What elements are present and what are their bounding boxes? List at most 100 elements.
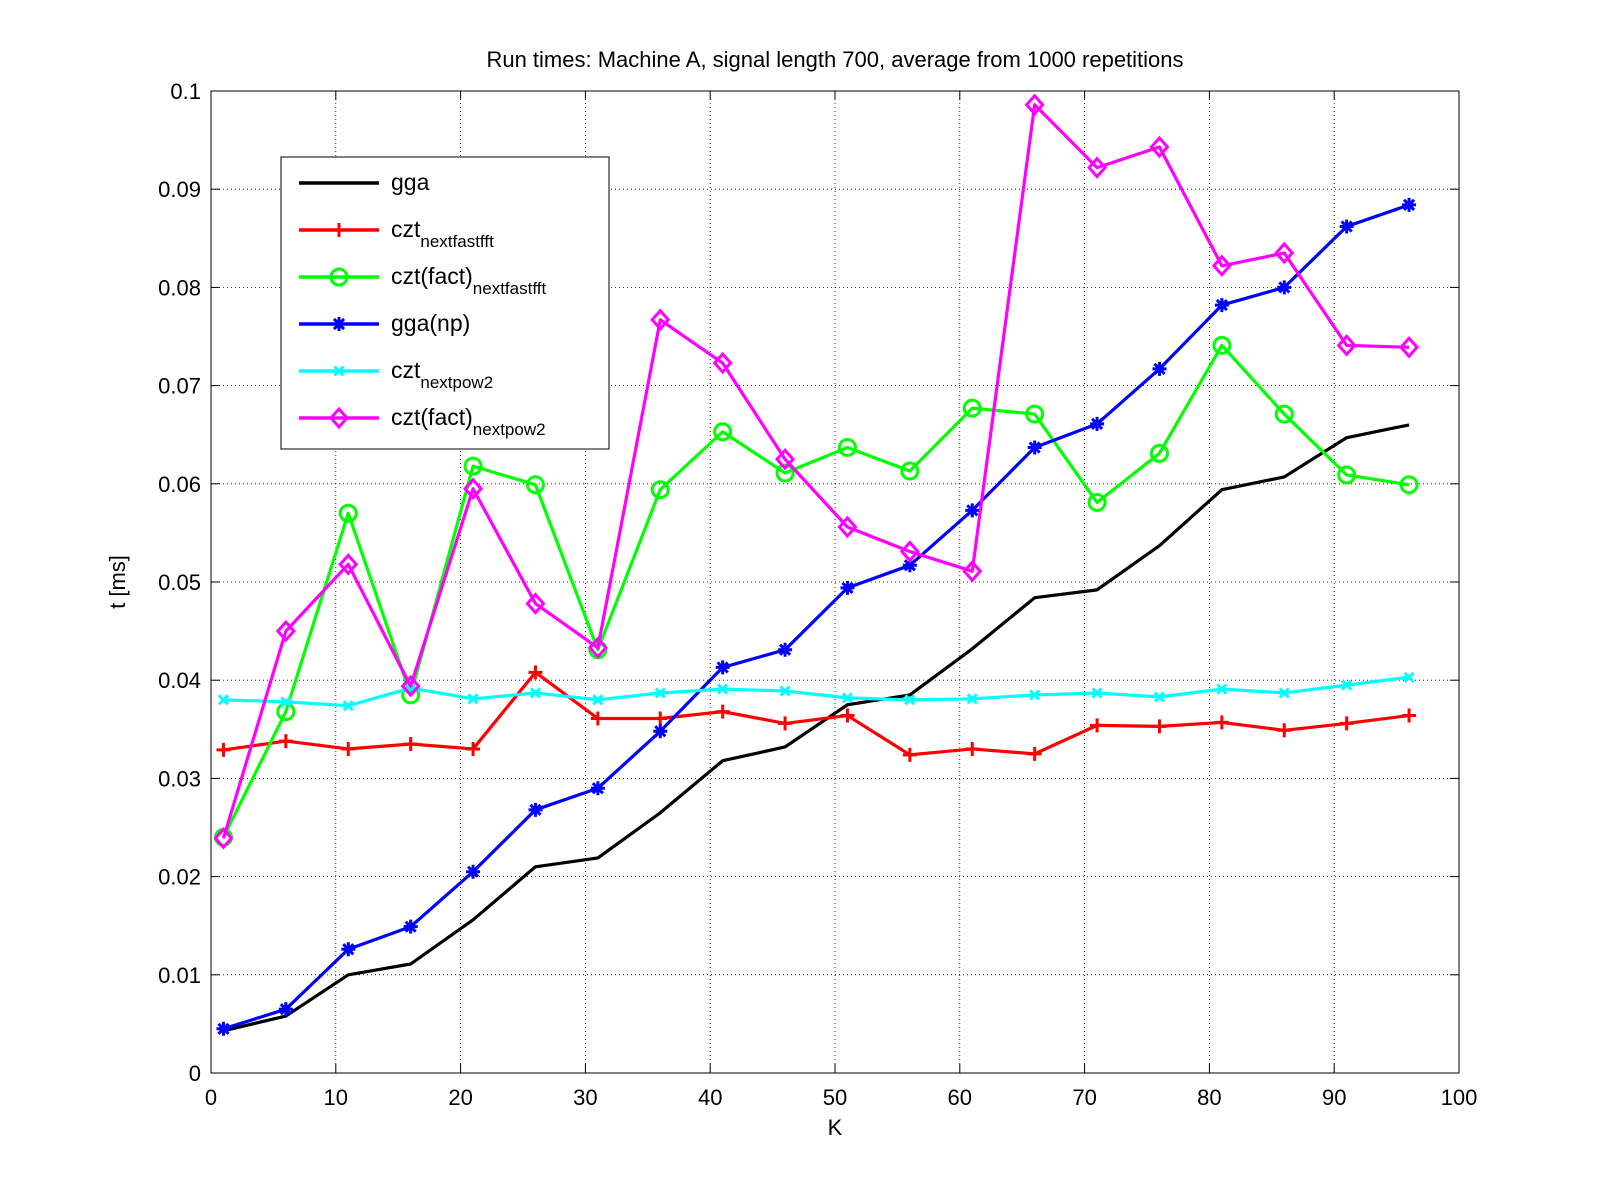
data-point: [467, 693, 479, 705]
series-line: [223, 670, 1410, 757]
ticks: 0 10 20 30 40 50 60 70 80 90 100 0 0.01 0.02 0.03 0.04 0…: [158, 79, 1477, 1110]
data-point: [1152, 719, 1167, 734]
data-point: [403, 919, 418, 934]
data-point: [904, 694, 916, 706]
data-point: [1024, 93, 1045, 117]
data-point: [213, 827, 234, 850]
data-point: [590, 711, 605, 726]
x-tick-label: 30: [573, 1085, 597, 1110]
data-point: [1090, 718, 1105, 733]
x-tick-label: 60: [948, 1085, 972, 1110]
series-4: [216, 197, 1417, 1036]
data-point: [775, 447, 796, 471]
series-6: [213, 93, 1420, 850]
data-point: [840, 708, 855, 723]
data-point: [1216, 683, 1228, 695]
data-point: [1399, 475, 1419, 495]
data-point: [1277, 723, 1292, 738]
data-point: [778, 642, 793, 657]
data-point: [1274, 404, 1294, 424]
data-point: [1149, 135, 1170, 159]
y-tick-label: 0.08: [158, 275, 201, 300]
series-5: [217, 671, 1415, 712]
legend-label: czt(fact)nextpow2: [391, 404, 546, 439]
data-point: [654, 687, 666, 699]
data-point: [466, 864, 481, 879]
data-point: [1212, 335, 1232, 355]
data-point: [400, 674, 421, 698]
data-point: [650, 480, 670, 500]
data-point: [1277, 280, 1292, 295]
series-line: [223, 423, 1410, 1033]
data-point: [333, 365, 345, 377]
data-point: [1025, 404, 1045, 424]
data-point: [338, 553, 359, 576]
data-point: [1029, 689, 1041, 701]
data-point: [965, 503, 980, 518]
data-point: [965, 741, 980, 756]
series-line: [223, 675, 1410, 708]
data-point: [592, 694, 604, 706]
y-tick-label: 0.05: [158, 570, 201, 595]
data-point: [341, 741, 356, 756]
legend-label: cztnextpow2: [391, 357, 493, 392]
data-point: [902, 747, 917, 762]
data-point: [1087, 492, 1107, 512]
legend-label: gga(np): [391, 310, 470, 336]
x-tick-label: 50: [823, 1085, 847, 1110]
data-point: [332, 223, 346, 237]
data-point: [653, 724, 668, 739]
data-point: [463, 477, 484, 500]
data-point: [338, 503, 358, 523]
y-tick-label: 0: [189, 1061, 201, 1086]
x-tick-label: 0: [205, 1085, 217, 1110]
legend-item: czt(fact)nextpow2: [299, 404, 546, 439]
data-point: [463, 456, 483, 476]
x-tick-label: 10: [324, 1085, 348, 1110]
data-point: [278, 734, 293, 749]
data-point: [280, 696, 292, 708]
data-point: [1402, 197, 1417, 212]
data-point: [528, 802, 543, 817]
legend-label: gga: [391, 169, 430, 195]
series-line: [222, 203, 1410, 1031]
data-point: [1278, 687, 1290, 699]
data-point: [966, 693, 978, 705]
data-point: [341, 942, 356, 957]
data-point: [650, 308, 671, 332]
data-point: [715, 660, 730, 675]
data-point: [587, 636, 608, 660]
data-point: [713, 422, 733, 442]
data-point: [329, 267, 349, 287]
data-point: [778, 716, 793, 731]
data-point: [1091, 687, 1103, 699]
y-tick-label: 0.06: [158, 472, 201, 497]
legend-label: czt(fact)nextfastfft: [391, 263, 546, 298]
data-point: [902, 558, 917, 573]
x-axis-label: K: [828, 1115, 843, 1140]
data-point: [1402, 708, 1417, 723]
data-point: [837, 515, 858, 539]
series-1: [223, 423, 1410, 1033]
data-point: [528, 665, 543, 680]
data-point: [342, 700, 354, 712]
legend-item: cztnextfastfft: [299, 216, 494, 251]
data-point: [841, 692, 854, 704]
data-point: [715, 704, 730, 719]
legend: gga cztnextfastfft czt(fact)nextfastfft gga…: [280, 156, 610, 450]
x-tick-label: 90: [1322, 1085, 1346, 1110]
data-point: [1027, 746, 1042, 761]
data-point: [962, 398, 982, 418]
data-point: [1214, 298, 1229, 313]
y-tick-label: 0.1: [170, 79, 201, 104]
data-point: [775, 463, 795, 483]
data-point: [962, 559, 983, 583]
data-point: [1336, 334, 1357, 357]
data-point: [779, 685, 791, 697]
data-point: [1027, 440, 1042, 455]
data-point: [1274, 241, 1295, 265]
legend-item: gga: [299, 169, 430, 195]
legend-box: [280, 156, 610, 450]
y-tick-label: 0.02: [158, 865, 201, 890]
